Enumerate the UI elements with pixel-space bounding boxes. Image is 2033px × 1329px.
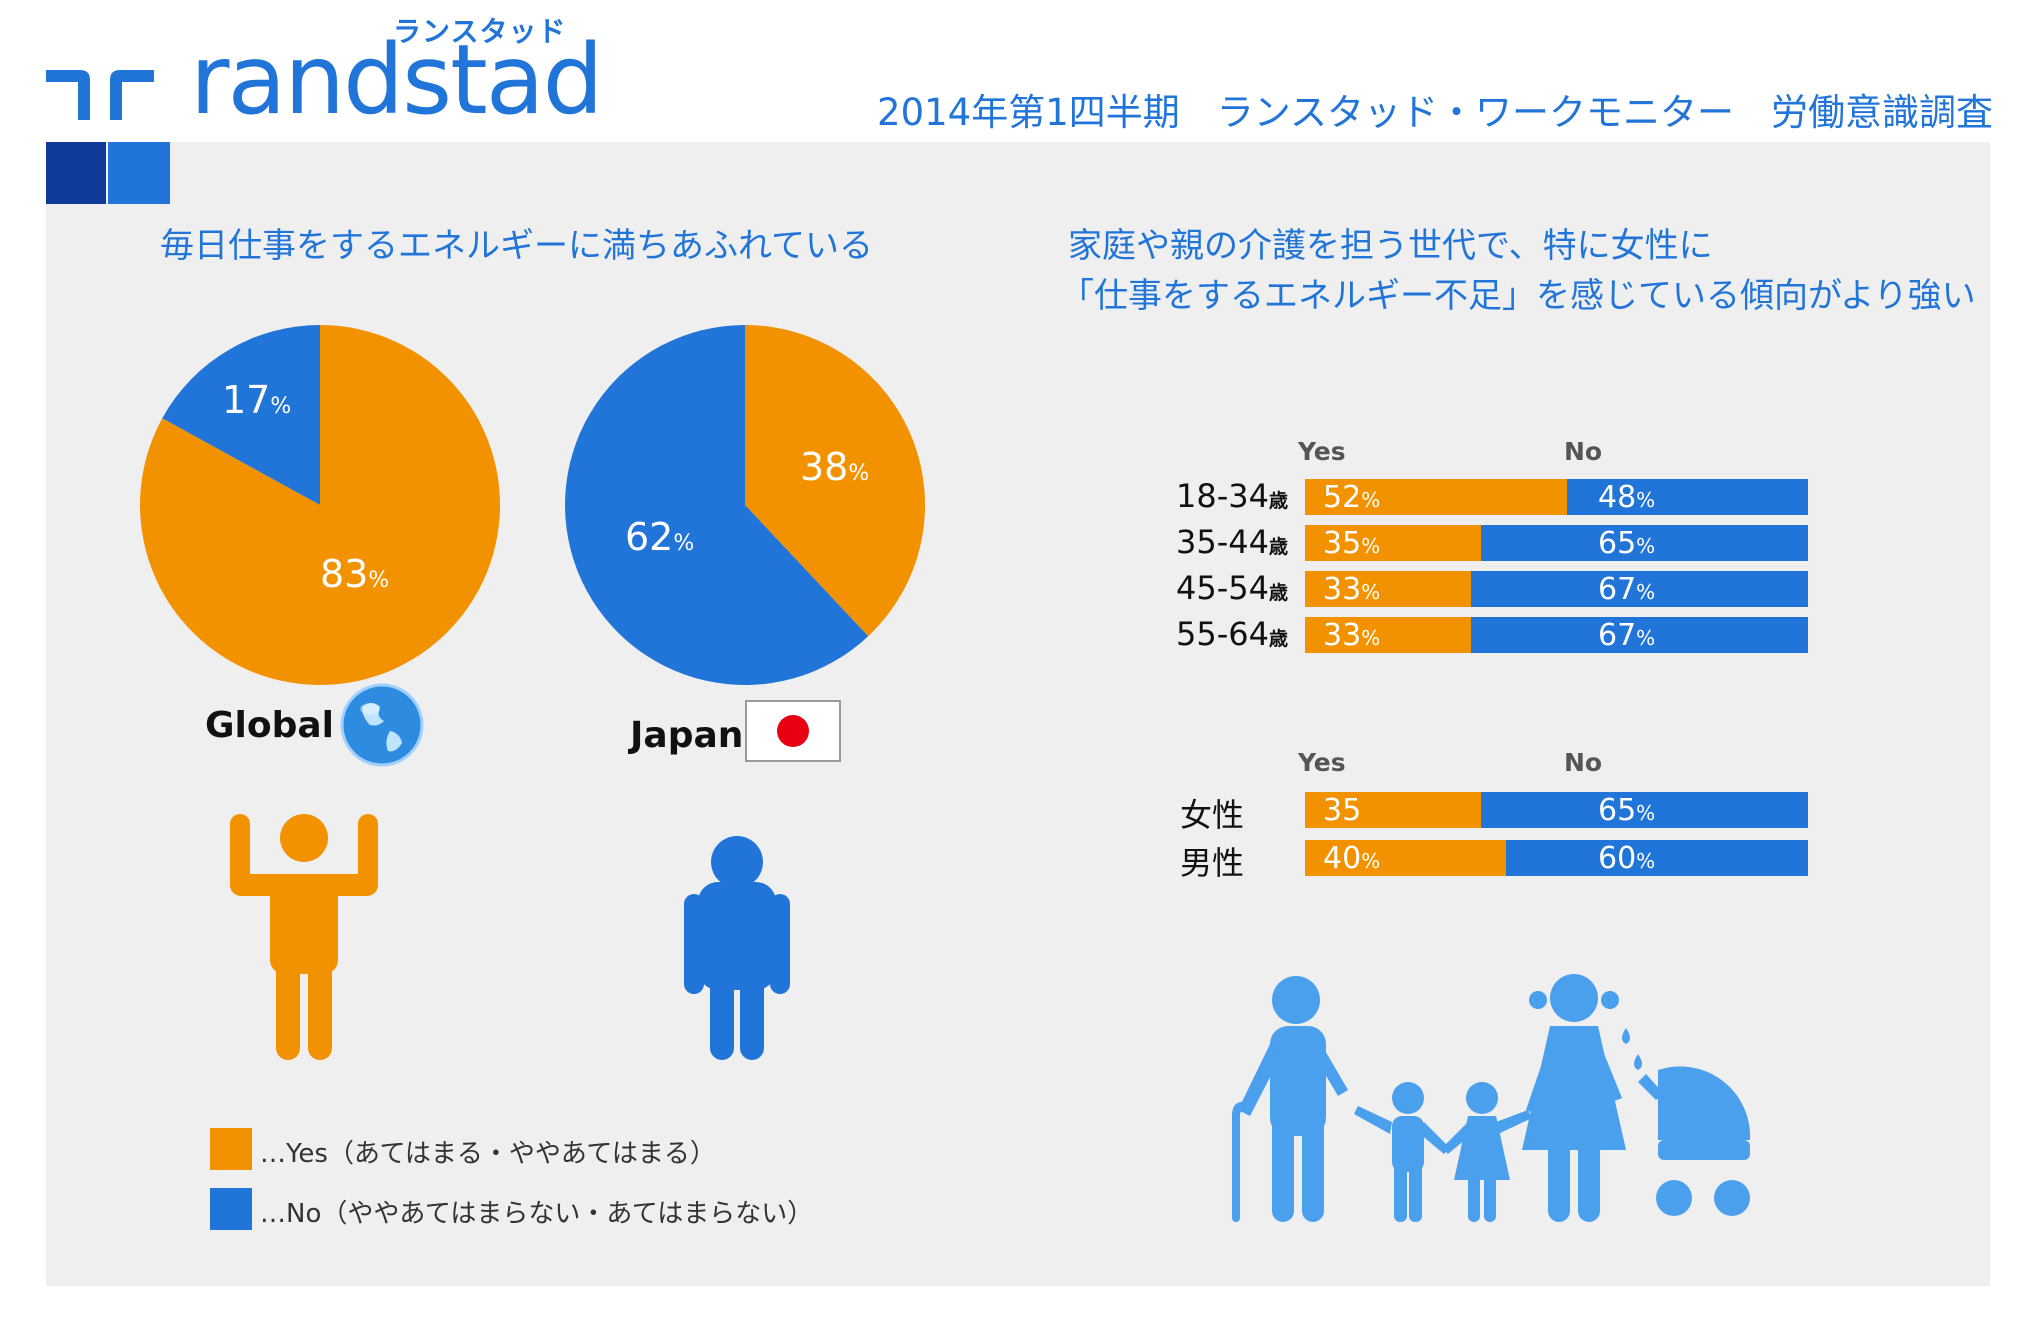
gender-bar-no-segment: 65% <box>1481 792 1808 828</box>
age-bar-no-value: 67% <box>1597 618 1656 653</box>
age-bar-yes-segment: 33% <box>1305 617 1471 653</box>
pie-global-slice-no <box>162 325 320 505</box>
gender-bar-no-value: 65% <box>1597 793 1656 828</box>
age-bar-yes-value: 33% <box>1323 572 1381 607</box>
pie-chart-global <box>140 325 501 685</box>
decor-square-light <box>108 142 170 204</box>
country-label-japan: Japan <box>630 715 744 756</box>
age-row-label: 45-54歳 <box>1176 569 1288 607</box>
left-heading: 毎日仕事をするエネルギーに満ちあふれている <box>160 226 873 266</box>
age-bar-no-segment: 65% <box>1481 525 1808 561</box>
pie-global-no-label: 17% <box>222 378 292 422</box>
gender-bar-no-value: 60% <box>1597 841 1656 876</box>
pie-japan-yes-label: 38% <box>800 445 870 489</box>
logo-kana: ランスタッド <box>393 15 567 48</box>
age-row-label: 55-64歳 <box>1176 615 1288 653</box>
pie-chart-japan <box>564 325 925 685</box>
age-row-label: 18-34歳 <box>1176 477 1288 515</box>
gender-bar-yes-value: 35 <box>1323 793 1362 828</box>
age-bar-no-value: 65% <box>1597 526 1656 561</box>
slumped-person-icon <box>684 836 790 1060</box>
age-bar-no-segment: 67% <box>1470 571 1808 607</box>
age-row-label: 35-44歳 <box>1176 523 1288 561</box>
age-col-head-no: No <box>1564 437 1603 466</box>
globe-icon <box>340 683 424 767</box>
right-heading-line2: 「仕事をするエネルギー不足」を感じている傾向がより強い <box>1060 276 1976 316</box>
age-bar-yes-segment: 52% <box>1305 479 1567 515</box>
pie-japan-slice-no <box>564 325 869 685</box>
age-bar-no-value: 67% <box>1597 572 1656 607</box>
page-title: 2014年第1四半期 ランスタッド・ワークモニター 労働意識調査 <box>877 91 1993 134</box>
pie-japan-slice-yes <box>745 325 925 637</box>
age-bar-yes-value: 52% <box>1323 480 1381 515</box>
pie-global-slice-yes <box>140 325 501 685</box>
legend-no-text: …No（ややあてはまらない・あてはまらない） <box>260 1199 814 1229</box>
family-icon <box>1232 974 1751 1222</box>
age-bar: 52% 48% <box>1305 479 1808 515</box>
age-bar-yes-segment: 33% <box>1305 571 1471 607</box>
gender-bar-yes-segment: 40% <box>1305 840 1507 876</box>
cheering-person-icon <box>230 814 378 1060</box>
legend-yes-swatch <box>210 1128 252 1170</box>
randstad-logo-icon <box>46 70 154 120</box>
gender-row-label: 女性 <box>1180 796 1245 834</box>
pie-japan-no-label: 62% <box>625 515 695 559</box>
legend-no-swatch <box>210 1188 252 1230</box>
gender-bar-no-segment: 60% <box>1506 840 1808 876</box>
country-label-global: Global <box>205 705 335 746</box>
legend-yes-text: …Yes（あてはまる・ややあてはまる） <box>260 1139 716 1169</box>
gender-bar: 40% 60% <box>1305 840 1808 876</box>
age-bar: 33% 67% <box>1305 617 1808 653</box>
gender-col-head-no: No <box>1564 748 1603 777</box>
age-bar: 35% 65% <box>1305 525 1808 561</box>
logo-wordmark: randstad <box>190 24 603 136</box>
age-bar-no-segment: 48% <box>1566 479 1808 515</box>
right-heading-line1: 家庭や親の介護を担う世代で、特に女性に <box>1068 226 1713 266</box>
age-bar-yes-value: 35% <box>1323 526 1381 561</box>
age-bar-yes-value: 33% <box>1323 618 1381 653</box>
decor-square-dark <box>46 142 106 204</box>
pie-global-yes-label: 83% <box>320 552 390 596</box>
japan-flag-icon <box>745 700 841 762</box>
gender-bar-yes-value: 40% <box>1323 841 1381 876</box>
gender-bar-yes-segment: 35 <box>1305 792 1482 828</box>
gender-col-head-yes: Yes <box>1298 748 1346 777</box>
age-bar-no-segment: 67% <box>1470 617 1808 653</box>
age-bar-yes-segment: 35% <box>1305 525 1482 561</box>
gender-bar: 35 65% <box>1305 792 1808 828</box>
gender-row-label: 男性 <box>1180 844 1245 882</box>
age-bar-no-value: 48% <box>1597 480 1656 515</box>
age-bar: 33% 67% <box>1305 571 1808 607</box>
age-col-head-yes: Yes <box>1298 437 1346 466</box>
